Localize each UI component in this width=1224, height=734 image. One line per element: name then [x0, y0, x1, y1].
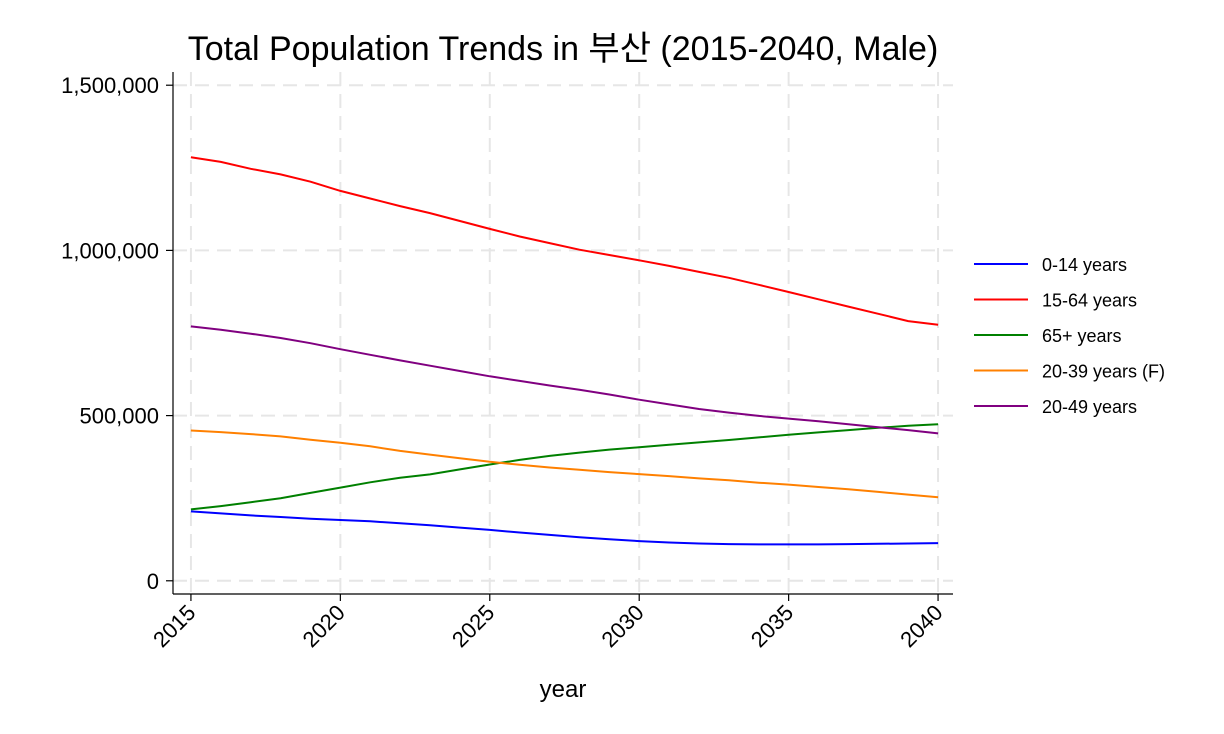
legend-label: 0-14 years: [1042, 255, 1127, 275]
x-tick-label: 2035: [746, 600, 798, 652]
legend-label: 15-64 years: [1042, 291, 1137, 311]
axes: [172, 72, 953, 595]
x-tick-label: 2020: [298, 600, 350, 652]
x-tick-label: 2030: [596, 600, 648, 652]
legend-item-0-14-years: 0-14 years: [974, 255, 1127, 275]
x-tick-label: 2040: [895, 600, 947, 652]
legend: 0-14 years 15-64 years 65+ years 20-39 year…: [974, 255, 1165, 417]
series-line-20-49-years: [190, 325, 939, 435]
y-tick-label: 0: [147, 569, 159, 594]
legend-label: 20-39 years (F): [1042, 362, 1165, 382]
y-tick-label: 1,000,000: [61, 238, 159, 263]
series-line-20-39-years-f: [190, 429, 939, 499]
legend-label: 20-49 years: [1042, 397, 1137, 417]
legend-item-20-39-years-f: 20-39 years (F): [974, 362, 1165, 382]
y-tick-label: 500,000: [79, 404, 159, 429]
x-axis-label: year: [540, 676, 587, 703]
x-tick-label: 2025: [447, 600, 499, 652]
x-axis-ticks: 2015 2020 2025 2030 2035 2040: [148, 594, 948, 652]
legend-label: 65+ years: [1042, 326, 1122, 346]
chart-title: Total Population Trends in 부산 (2015-2040…: [188, 30, 939, 68]
series-line-15-64-years: [190, 156, 939, 326]
series-lines: [190, 156, 939, 546]
y-axis-ticks: 0 500,000 1,000,000 1,500,000: [61, 73, 173, 594]
series-line-65-years: [190, 423, 939, 511]
legend-item-20-49-years: 20-49 years: [974, 397, 1137, 417]
series-line-0-14-years: [190, 510, 939, 546]
y-tick-label: 1,500,000: [61, 73, 159, 98]
x-tick-label: 2015: [148, 600, 200, 652]
grid: [173, 72, 953, 594]
legend-item-15-64-years: 15-64 years: [974, 291, 1137, 311]
legend-item-65-years: 65+ years: [974, 326, 1122, 346]
